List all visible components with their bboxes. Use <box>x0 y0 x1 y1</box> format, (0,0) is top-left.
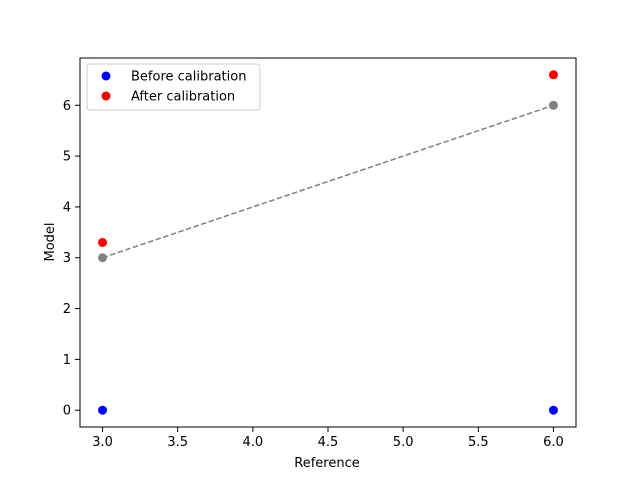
data-point-before-calibration <box>548 405 558 415</box>
y-tick-label: 3 <box>63 251 71 266</box>
legend: Before calibration After calibration <box>86 63 261 111</box>
y-tick-label: 2 <box>63 302 71 317</box>
x-tick-label: 6.0 <box>543 435 564 450</box>
legend-marker-before-calibration <box>101 71 111 81</box>
axes: 3.0 3.5 4.0 4.5 5.0 5.5 6.0 0 1 2 3 4 5 6 <box>63 57 577 450</box>
x-axis-label: Reference <box>294 456 359 471</box>
x-tick-label: 3.0 <box>92 435 113 450</box>
x-tick-label: 4.5 <box>318 435 339 450</box>
plot-area <box>98 70 558 415</box>
data-point-before-calibration <box>98 405 108 415</box>
y-tick-label: 4 <box>63 200 71 215</box>
legend-marker-after-calibration <box>101 91 111 101</box>
y-tick-label: 6 <box>63 99 71 114</box>
legend-frame <box>86 63 261 111</box>
y-tick-label: 5 <box>63 150 71 165</box>
x-tick-label: 3.5 <box>167 435 188 450</box>
y-tick-label: 0 <box>63 404 71 419</box>
data-point-after-calibration <box>548 70 558 80</box>
x-tick-label: 5.0 <box>393 435 414 450</box>
y-tick-label: 1 <box>63 353 71 368</box>
reference-line-segment <box>102 104 554 259</box>
x-tick-label: 5.5 <box>468 435 489 450</box>
legend-label-before-calibration: Before calibration <box>131 70 246 85</box>
reference-point <box>548 100 558 110</box>
data-point-after-calibration <box>98 238 108 247</box>
x-tick-label: 4.0 <box>243 435 264 450</box>
reference-point <box>98 253 108 263</box>
y-axis-label: Model <box>43 222 58 261</box>
legend-label-after-calibration: After calibration <box>131 90 235 105</box>
